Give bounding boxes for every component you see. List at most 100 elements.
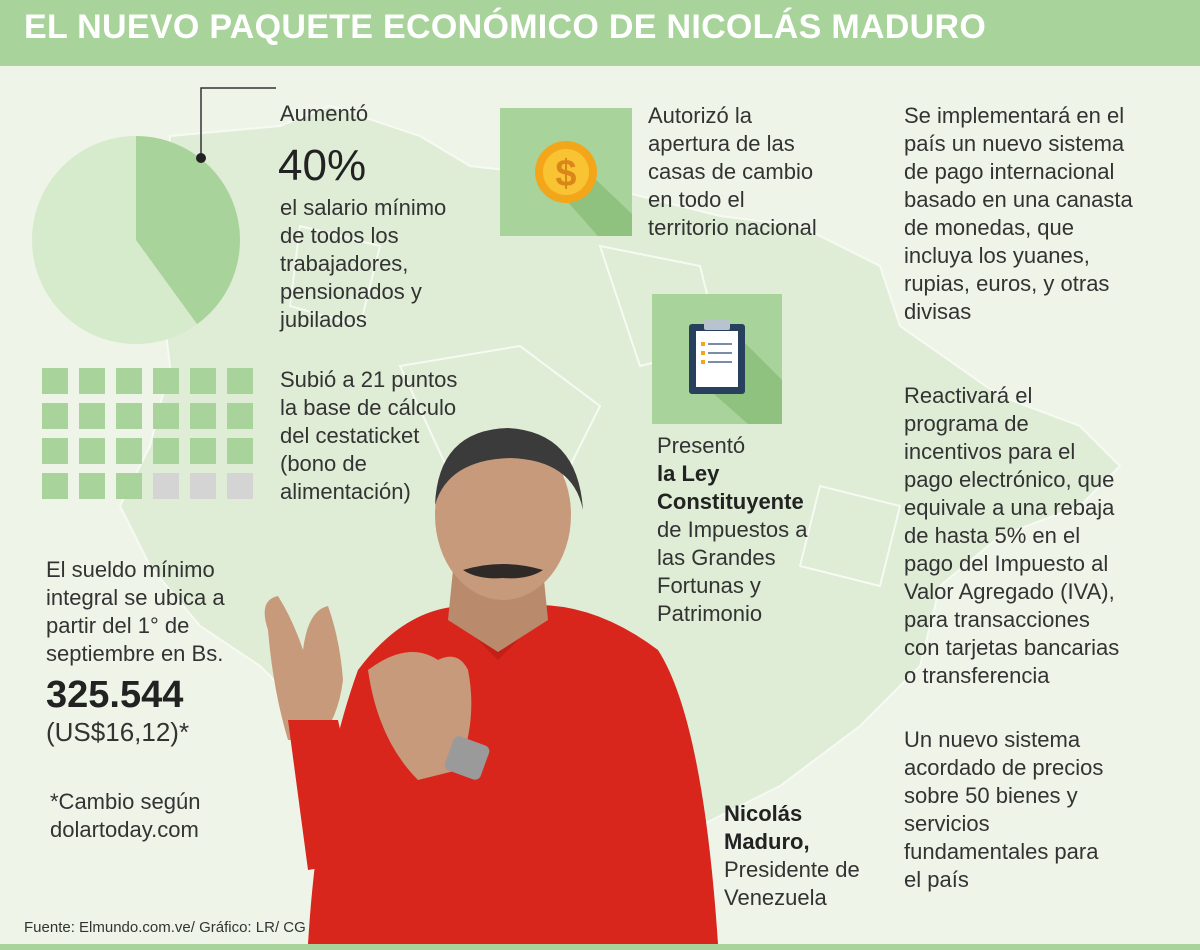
- grid-cell-filled: [79, 368, 105, 394]
- grid-cell-filled: [116, 368, 142, 394]
- prices-line: fundamentales para: [904, 839, 1099, 864]
- incentives-line: o transferencia: [904, 663, 1050, 688]
- grid-cell-filled: [116, 403, 142, 429]
- clipboard-icon-box: [652, 294, 782, 424]
- incentives-line: para transacciones: [904, 607, 1090, 632]
- clipboard-icon: [689, 320, 782, 424]
- exchange-note: *Cambio según dolartoday.com: [50, 788, 200, 844]
- payment-system-line: de monedas, que: [904, 215, 1075, 240]
- pie-slice-40-percent: [136, 136, 241, 325]
- incentives-line: Reactivará el: [904, 383, 1033, 408]
- minimum-wage-line: integral se ubica a: [46, 585, 225, 610]
- law-title-line: Constituyente: [657, 489, 804, 514]
- incentives-line: con tarjetas bancarias: [904, 635, 1120, 660]
- grid-cell-filled: [79, 403, 105, 429]
- minimum-wage-line: partir del 1° de: [46, 613, 190, 638]
- exchange-note-line: *Cambio según: [50, 789, 201, 814]
- grid-cell-filled: [227, 438, 253, 464]
- grid-cell-filled: [79, 438, 105, 464]
- incentives-line: programa de: [904, 411, 1029, 436]
- salary-description: el salario mínimo de todos los trabajado…: [280, 194, 446, 334]
- exchange-line: Autorizó la: [648, 103, 752, 128]
- salary-desc-line: trabajadores,: [280, 251, 409, 276]
- prices-line: el país: [904, 867, 969, 892]
- grid-cell-filled: [116, 473, 142, 499]
- grid-cell-empty: [227, 473, 253, 499]
- salary-desc-line: jubilados: [280, 307, 367, 332]
- payment-system-line: de pago internacional: [904, 159, 1115, 184]
- grid-cell-filled: [153, 403, 179, 429]
- law-line: de Impuestos a: [657, 517, 808, 542]
- grid-cell-filled: [42, 473, 68, 499]
- grid-cell-filled: [153, 368, 179, 394]
- salary-desc-line: de todos los: [280, 223, 399, 248]
- grid-cell-filled: [42, 368, 68, 394]
- salary-percent: 40%: [278, 141, 367, 190]
- cestaticket-line: la base de cálculo: [280, 395, 457, 420]
- law-line: Patrimonio: [657, 601, 763, 626]
- law-title-line: la Ley: [657, 461, 720, 486]
- prices-line: sobre 50 bienes y: [904, 783, 1078, 808]
- salary-desc-line: el salario mínimo: [280, 195, 447, 220]
- grid-cell-filled: [116, 438, 142, 464]
- dollar-coin-icon: $: [535, 141, 632, 236]
- grid-cell-filled: [42, 438, 68, 464]
- dollar-coin-icon-box: $: [500, 108, 632, 236]
- grid-cell-filled: [153, 438, 179, 464]
- svg-text:$: $: [555, 153, 576, 195]
- grid-cell-filled: [42, 403, 68, 429]
- exchange-text: Autorizó la apertura de las casas de cam…: [648, 102, 817, 242]
- minimum-wage-usd: (US$16,12)*: [46, 717, 190, 747]
- prices-line: Un nuevo sistema: [904, 727, 1081, 752]
- salary-desc-line: pensionados y: [280, 279, 422, 304]
- payment-system-line: país un nuevo sistema: [904, 131, 1125, 156]
- payment-system-line: rupias, euros, y otras: [904, 271, 1110, 296]
- law-intro: Presentó: [657, 433, 746, 458]
- exchange-line: en todo el: [648, 187, 745, 212]
- minimum-wage-amount: 325.544: [46, 674, 184, 716]
- payment-system-line: divisas: [904, 299, 972, 324]
- payment-system-line: basado en una canasta: [904, 187, 1133, 212]
- grid-cell-filled: [79, 473, 105, 499]
- cestaticket-line: del cestaticket: [280, 423, 420, 448]
- incentives-line: pago electrónico, que: [904, 467, 1115, 492]
- grid-cell-filled: [190, 403, 216, 429]
- grid-cell-filled: [190, 368, 216, 394]
- person-name-line: Nicolás: [724, 801, 803, 826]
- grid-cell-empty: [190, 473, 216, 499]
- grid-cell-empty: [153, 473, 179, 499]
- grid-cell-filled: [227, 403, 253, 429]
- law-text: Presentó la Ley Constituyente de Impuest…: [657, 432, 807, 628]
- bottom-bar: [0, 944, 1200, 950]
- exchange-note-line: dolartoday.com: [50, 817, 199, 842]
- minimum-wage-text: El sueldo mínimo integral se ubica a par…: [46, 556, 225, 668]
- exchange-line: territorio nacional: [648, 215, 817, 240]
- exchange-line: apertura de las: [648, 131, 795, 156]
- incentives-line: Valor Agregado (IVA),: [904, 579, 1115, 604]
- exchange-line: casas de cambio: [648, 159, 814, 184]
- law-line: Fortunas y: [657, 573, 761, 598]
- cestaticket-line: (bono de: [280, 451, 367, 476]
- grid-cell-filled: [227, 368, 253, 394]
- salary-pie-chart: [32, 136, 241, 344]
- prices-text: Un nuevo sistema acordado de precios sob…: [904, 726, 1103, 894]
- incentives-text: Reactivará el programa de incentivos par…: [904, 382, 1119, 690]
- law-line: las Grandes: [657, 545, 776, 570]
- president-photo: [264, 428, 718, 944]
- payment-system-text: Se implementará en el país un nuevo sist…: [904, 102, 1133, 326]
- cestaticket-points-grid: [42, 368, 253, 499]
- minimum-wage-line: septiembre en Bs.: [46, 641, 224, 666]
- cestaticket-line: alimentación): [280, 479, 411, 504]
- incentives-line: incentivos para el: [904, 439, 1076, 464]
- person-name: Nicolás Maduro,: [724, 800, 810, 856]
- person-role-line: Venezuela: [724, 885, 827, 910]
- minimum-wage-line: El sueldo mínimo: [46, 557, 215, 582]
- title-band: [0, 6, 960, 60]
- person-role: Presidente de Venezuela: [724, 856, 860, 912]
- person-role-line: Presidente de: [724, 857, 860, 882]
- prices-line: acordado de precios: [904, 755, 1104, 780]
- salary-intro: Aumentó: [280, 101, 369, 126]
- cestaticket-text: Subió a 21 puntos la base de cálculo del…: [280, 366, 457, 506]
- incentives-line: de hasta 5% en el: [904, 523, 1081, 548]
- pie-leader-line: [196, 87, 276, 163]
